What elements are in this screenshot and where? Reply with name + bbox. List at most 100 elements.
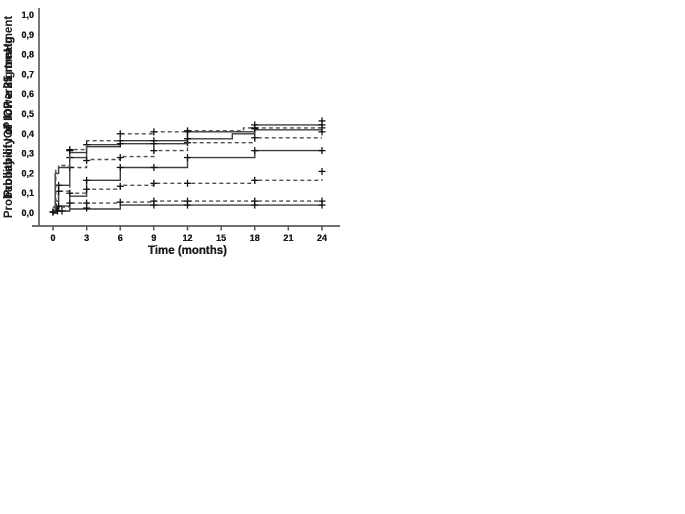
- x-tick-label: 15: [216, 233, 226, 243]
- y-tick-label: 0,1: [21, 188, 34, 198]
- x-tick-label: 18: [250, 233, 260, 243]
- dashed-group-censor-marker: [251, 134, 259, 142]
- x-tick-label: 21: [283, 233, 293, 243]
- y-tick-label: 0,9: [21, 30, 34, 40]
- y-tick-label: 0,2: [21, 168, 34, 178]
- y-tick-label: 0,7: [21, 69, 34, 79]
- solid-group-censor-marker: [49, 208, 57, 216]
- y-tick-label: 1,0: [21, 10, 34, 20]
- y-tick-label: 0,0: [21, 208, 34, 218]
- y-tick-label: 0,7: [21, 69, 34, 79]
- x-tick-label: 15: [216, 233, 226, 243]
- x-tick-label: 9: [151, 233, 156, 243]
- x-tick-label: 3: [84, 233, 89, 243]
- y-tick-label: 0,5: [21, 109, 34, 119]
- x-tick-label: 6: [118, 233, 123, 243]
- x-tick-label: 24: [317, 233, 327, 243]
- dashed-group-censor-marker: [66, 189, 74, 197]
- y-tick-label: 0,8: [21, 50, 34, 60]
- solid-group-censor-marker: [150, 140, 158, 148]
- solid-group-censor-marker: [251, 147, 259, 155]
- x-tick-label: 12: [182, 233, 192, 243]
- x-tick-label: 6: [118, 233, 123, 243]
- dashed-group-censor-marker: [66, 199, 74, 207]
- x-tick-label: 12: [182, 233, 192, 243]
- y-tick-label: 0,2: [21, 168, 34, 178]
- y-tick-label: 0,7: [21, 69, 34, 79]
- y-tick-label: 0,4: [21, 129, 34, 139]
- solid-group-step-line: [53, 129, 322, 214]
- x-tick-label: 0: [50, 233, 55, 243]
- y-tick-label: 0,5: [21, 109, 34, 119]
- y-tick-label: 1,0: [21, 10, 34, 20]
- dashed-group-censor-marker: [184, 179, 191, 187]
- x-tick-label: 21: [283, 233, 293, 243]
- y-tick-label: 0,9: [21, 30, 34, 40]
- x-tick-label: 12: [182, 233, 192, 243]
- y-tick-label: 1,0: [21, 10, 34, 20]
- dashed-group-step-line: [53, 127, 322, 214]
- x-tick-label: 24: [317, 233, 327, 243]
- dashed-group-censor-marker: [66, 146, 74, 154]
- y-tick-label: 0,6: [21, 89, 34, 99]
- solid-group-censor-marker: [318, 147, 326, 155]
- y-tick-label: 0,4: [21, 129, 34, 139]
- x-tick-label: 24: [317, 233, 327, 243]
- solid-group-censor-marker: [58, 207, 66, 215]
- y-tick-label: 0,3: [21, 149, 34, 159]
- dashed-group-censor-marker: [150, 128, 158, 136]
- x-tick-label: 3: [84, 233, 89, 243]
- dashed-group-censor-marker: [251, 124, 259, 132]
- y-axis-title: Probability of IOP > 21 mmHg: [3, 36, 15, 197]
- dashed-group-censor-marker: [251, 176, 259, 184]
- y-tick-label: 0,3: [21, 149, 34, 159]
- y-tick-label: 0,6: [21, 89, 34, 99]
- x-tick-label: 0: [50, 233, 55, 243]
- dashed-group-censor-marker: [116, 154, 124, 162]
- x-tick-label: 21: [283, 233, 293, 243]
- y-axis-title: Probability of IOP ≥ 25 mmHg: [3, 37, 15, 198]
- y-axis-title: Probability of IOP ≥ 35 mmHg: [3, 37, 15, 198]
- chart-svg: 0,0 0,1 0,2 0,3 0,4 0,5 0,6 0,7 0,8 0,9 1,0 0 3 6 9 12 1…: [3, 8, 340, 257]
- y-tick-label: 0,1: [21, 188, 34, 198]
- solid-group-censor-marker: [116, 163, 124, 171]
- y-tick-label: 0,9: [21, 30, 34, 40]
- y-tick-label: 0,6: [21, 89, 34, 99]
- x-tick-label: 9: [151, 233, 156, 243]
- x-tick-label: 0: [50, 233, 55, 243]
- dashed-group-censor-marker: [184, 197, 191, 205]
- x-axis-title: Time (months): [148, 245, 227, 257]
- y-tick-label: 0,4: [21, 129, 34, 139]
- x-tick-label: 24: [317, 233, 327, 243]
- dashed-group-censor-marker: [318, 117, 326, 125]
- solid-group-censor-marker: [150, 163, 158, 171]
- y-tick-label: 0,7: [21, 69, 34, 79]
- dashed-group-censor-marker: [251, 197, 259, 205]
- y-tick-label: 0,8: [21, 50, 34, 60]
- y-tick-label: 0,3: [21, 149, 34, 159]
- x-tick-label: 9: [151, 233, 156, 243]
- x-tick-label: 0: [50, 233, 55, 243]
- y-tick-label: 0,9: [21, 30, 34, 40]
- y-tick-label: 0,6: [21, 89, 34, 99]
- y-tick-label: 0,0: [21, 208, 34, 218]
- y-tick-label: 0,0: [21, 208, 34, 218]
- x-tick-label: 6: [118, 233, 123, 243]
- solid-group-censor-marker: [184, 154, 191, 162]
- solid-group-censor-marker: [116, 140, 124, 148]
- y-tick-label: 0,5: [21, 109, 34, 119]
- solid-group-censor-marker: [83, 176, 91, 184]
- y-tick-label: 0,8: [21, 50, 34, 60]
- x-axis-title: Time (months): [148, 245, 227, 257]
- y-tick-label: 0,8: [21, 50, 34, 60]
- dashed-group-censor-marker: [150, 179, 158, 187]
- dashed-group-censor-marker: [116, 130, 124, 138]
- x-tick-label: 18: [250, 233, 260, 243]
- dashed-group-censor-marker: [83, 199, 91, 207]
- dashed-group-censor-marker: [116, 182, 124, 190]
- y-tick-label: 0,2: [21, 168, 34, 178]
- dashed-group-censor-marker: [116, 198, 124, 206]
- y-tick-label: 0,2: [21, 168, 34, 178]
- dashed-group-censor-marker: [184, 127, 191, 135]
